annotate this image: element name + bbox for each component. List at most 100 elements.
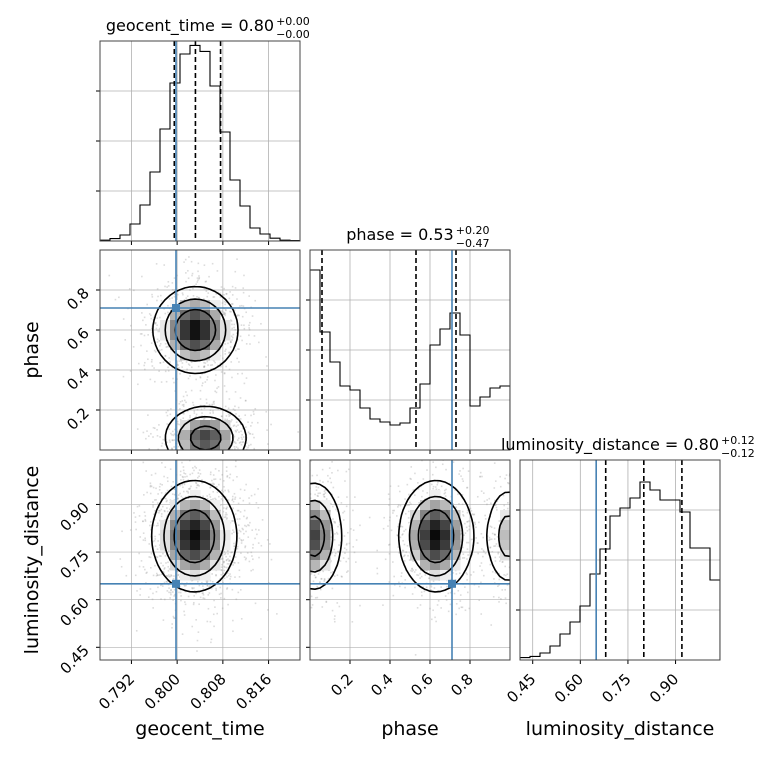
sample-point — [172, 599, 174, 601]
sample-point — [171, 623, 174, 625]
sample-point — [231, 499, 234, 502]
sample-point — [147, 334, 149, 336]
sample-point — [224, 514, 227, 516]
sample-point — [183, 472, 185, 474]
sample-point — [228, 560, 230, 562]
sample-point — [241, 458, 243, 460]
sample-point — [342, 519, 345, 521]
sample-point — [166, 423, 169, 425]
sample-point — [332, 505, 334, 508]
sample-point — [507, 481, 509, 484]
sample-point — [203, 597, 206, 600]
sample-point — [297, 564, 299, 566]
sample-point — [303, 540, 305, 542]
sample-point — [512, 541, 514, 543]
sample-point — [173, 488, 176, 490]
sample-point — [155, 327, 158, 330]
sample-point — [252, 568, 254, 571]
density-cell — [500, 510, 510, 521]
sample-point — [177, 497, 179, 500]
sample-point — [245, 525, 248, 528]
sample-point — [130, 324, 132, 327]
sample-point — [505, 602, 507, 605]
sample-point — [188, 495, 190, 497]
sample-point — [171, 297, 173, 299]
sample-point — [301, 513, 303, 515]
sample-point — [226, 576, 228, 578]
sample-point — [473, 513, 476, 516]
sample-point — [231, 294, 234, 296]
sample-point — [189, 460, 191, 462]
sample-point — [170, 485, 173, 488]
sample-point — [418, 501, 420, 504]
sample-point — [231, 532, 233, 535]
x-axis-label-geocent-time: geocent_time — [135, 718, 264, 740]
sample-point — [177, 456, 179, 458]
sample-point — [310, 606, 313, 609]
sample-point — [333, 539, 336, 541]
sample-point — [183, 399, 186, 402]
sample-point — [227, 491, 230, 493]
sample-point — [493, 533, 496, 536]
density-cell — [200, 420, 211, 431]
sample-point — [222, 491, 225, 493]
sample-point — [243, 461, 245, 463]
sample-point — [163, 567, 166, 569]
sample-point — [188, 256, 190, 258]
sample-point — [496, 509, 498, 511]
sample-point — [195, 476, 197, 478]
density-cell — [180, 510, 191, 521]
sample-point — [180, 595, 182, 597]
sample-point — [229, 310, 231, 313]
sample-point — [347, 570, 349, 572]
sample-point — [206, 376, 209, 378]
sample-point — [406, 483, 409, 486]
sample-point — [159, 361, 162, 364]
sample-point — [320, 577, 323, 580]
sample-point — [432, 485, 435, 488]
sample-point — [300, 502, 302, 504]
sample-point — [168, 508, 171, 511]
density-cell — [450, 510, 461, 521]
density-cell — [410, 540, 421, 551]
sample-point — [213, 360, 215, 362]
sample-point — [245, 557, 247, 560]
sample-point — [156, 548, 159, 551]
sample-point — [171, 289, 174, 291]
sample-point — [201, 481, 203, 484]
panel-geocent-time-vs-luminosity-distance — [96, 459, 301, 664]
sample-point — [177, 573, 180, 576]
sample-point — [158, 555, 161, 557]
sample-point — [297, 596, 299, 598]
sample-point — [227, 499, 230, 501]
sample-point — [155, 263, 158, 265]
sample-point — [412, 560, 414, 562]
sample-point — [230, 335, 233, 338]
sample-point — [459, 600, 462, 602]
sample-point — [182, 486, 184, 489]
sample-point — [248, 334, 250, 337]
sample-point — [213, 478, 215, 481]
sample-point — [340, 502, 343, 504]
sample-point — [166, 499, 168, 502]
sample-point — [460, 606, 463, 609]
sample-point — [466, 520, 469, 523]
sample-point — [218, 483, 220, 486]
sample-point — [388, 581, 391, 583]
density-cell — [210, 510, 221, 521]
sample-point — [234, 448, 236, 450]
sample-point — [494, 533, 496, 536]
sample-point — [238, 518, 241, 520]
sample-point — [189, 487, 191, 490]
sample-point — [244, 546, 246, 549]
sample-point — [345, 505, 348, 508]
sample-point — [203, 366, 205, 368]
truth-marker — [448, 579, 456, 588]
sample-point — [249, 343, 251, 345]
sample-point — [213, 452, 215, 454]
sample-point — [152, 316, 155, 319]
sample-point — [229, 573, 231, 575]
sample-point — [507, 482, 510, 485]
sample-point — [298, 509, 300, 511]
sample-point — [215, 574, 217, 576]
